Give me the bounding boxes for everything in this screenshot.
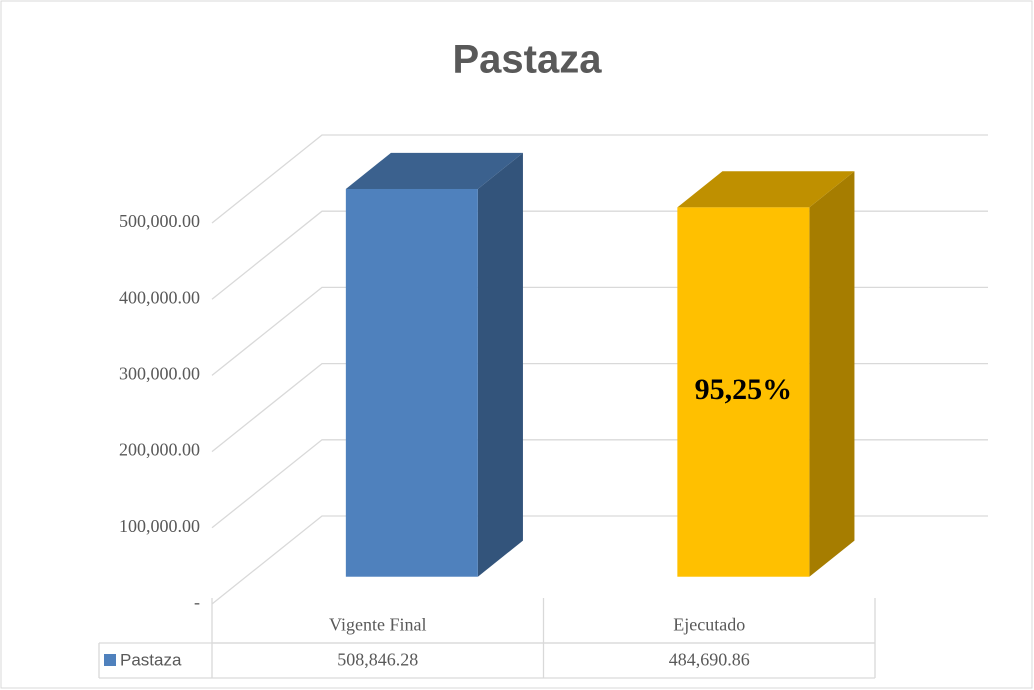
x-tick-label: Vigente Final [329,615,426,635]
bar [677,171,855,577]
bar-side [477,152,523,577]
bar-front [677,207,810,577]
legend-key [104,654,116,666]
x-tick-label: Ejecutado [673,615,745,635]
chart-title: Pastaza [453,38,603,82]
table-value: 508,846.28 [337,650,418,670]
bar-front [345,188,478,577]
y-tick-label: - [194,592,200,612]
bar [345,152,523,577]
grid-line [211,134,988,224]
legend-label: Pastaza [120,650,182,669]
y-tick-label: 400,000.00 [119,287,200,307]
y-tick-label: 300,000.00 [119,364,200,384]
bar-top [677,171,855,208]
y-tick-label: 100,000.00 [119,516,200,536]
bar-side [809,171,855,577]
y-tick-label: 200,000.00 [119,440,200,460]
table-value: 484,690.86 [669,650,750,670]
y-tick-label: 500,000.00 [119,211,200,231]
annotation: 95,25% [695,373,793,406]
bar-top [345,152,523,189]
